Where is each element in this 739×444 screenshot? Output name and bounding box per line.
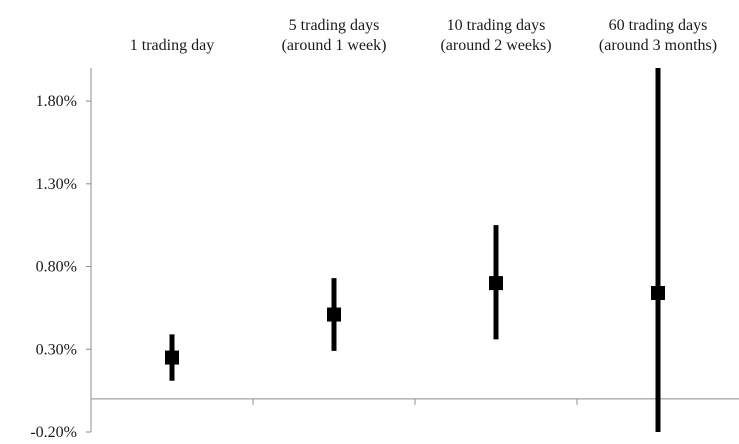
point-estimate-marker (489, 276, 503, 291)
category-label: (around 2 weeks) (440, 37, 551, 54)
category-label: 1 trading day (130, 37, 214, 54)
y-tick-label: -0.20% (30, 424, 77, 441)
point-estimate-marker (327, 307, 341, 322)
category-label: (around 3 months) (599, 37, 717, 54)
category-label: (around 1 week) (282, 37, 387, 54)
error-bars (165, 68, 665, 432)
y-tick-label: 1.30% (36, 176, 77, 193)
y-tick-label: 0.80% (36, 259, 77, 276)
point-estimate-marker (651, 286, 665, 301)
y-tick-label: 1.80% (36, 93, 77, 110)
point-estimate-marker (165, 350, 179, 365)
category-label: 5 trading days (289, 17, 380, 34)
y-tick-label: 0.30% (36, 341, 77, 358)
category-labels: 1 trading day 5 trading days (around 1 wee… (130, 17, 717, 54)
category-label: 60 trading days (609, 17, 708, 34)
y-axis: -0.20% 0.30% 0.80% 1.30% 1.80% (30, 68, 92, 441)
x-axis (91, 398, 739, 405)
category-label: 10 trading days (447, 17, 546, 34)
